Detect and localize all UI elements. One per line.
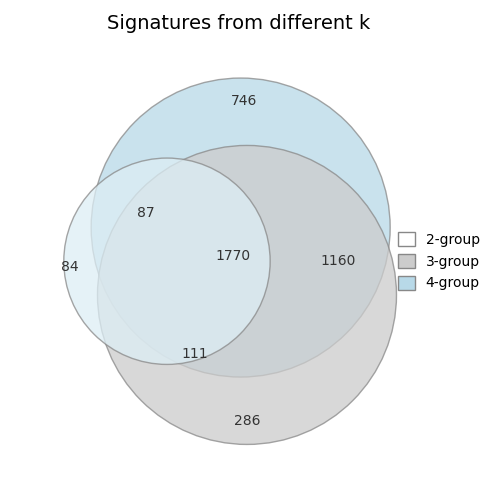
Text: 1770: 1770 [216,249,251,263]
Legend: 2-group, 3-group, 4-group: 2-group, 3-group, 4-group [394,228,484,294]
Title: Signatures from different k: Signatures from different k [107,14,370,33]
Text: 87: 87 [137,206,155,220]
Text: 84: 84 [61,260,79,274]
Circle shape [97,146,397,445]
Circle shape [64,158,270,364]
Text: 111: 111 [181,347,208,361]
Text: 1160: 1160 [321,254,356,268]
Circle shape [91,78,390,377]
Text: 746: 746 [231,94,257,108]
Text: 286: 286 [234,414,260,428]
